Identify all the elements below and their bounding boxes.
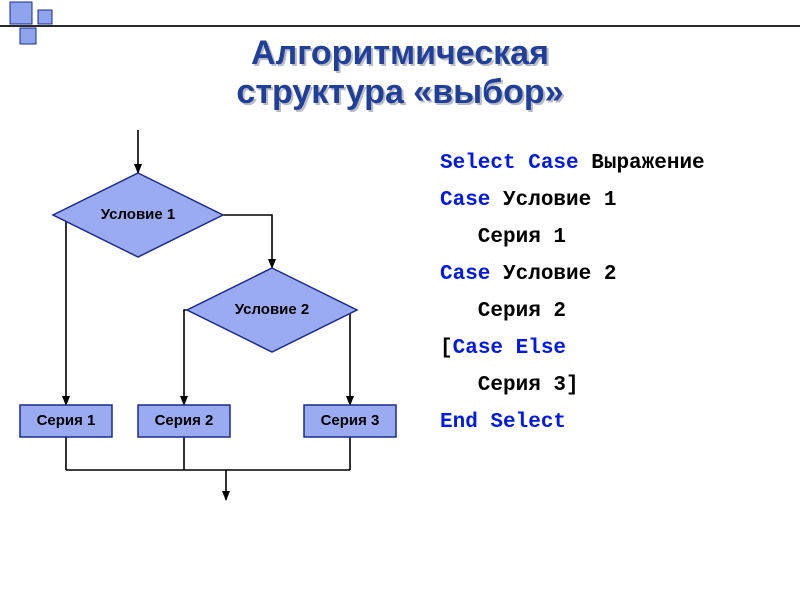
code-line: End Select <box>440 404 705 441</box>
code-line: Серия 1 <box>440 219 705 256</box>
code-line: Серия 3] <box>440 367 705 404</box>
flowchart-diagram: Условие 1 Условие 2 Серия 1 Серия 2 Серия 3 <box>8 130 438 550</box>
code-line: Серия 2 <box>440 293 705 330</box>
svg-text:Серия 3: Серия 3 <box>321 412 380 429</box>
code-block: Select Case ВыражениеCase Условие 1 Сери… <box>440 145 705 441</box>
code-line: [Case Else <box>440 330 705 367</box>
svg-text:Условие 1: Условие 1 <box>101 206 176 223</box>
svg-text:Серия 1: Серия 1 <box>37 412 96 429</box>
code-line: Case Условие 2 <box>440 256 705 293</box>
code-line: Select Case Выражение <box>440 145 705 182</box>
slide-title: Алгоритмическая структура «выбор» <box>0 34 800 112</box>
svg-text:Серия 2: Серия 2 <box>155 412 214 429</box>
svg-text:Условие 2: Условие 2 <box>235 301 310 318</box>
code-line: Case Условие 1 <box>440 182 705 219</box>
